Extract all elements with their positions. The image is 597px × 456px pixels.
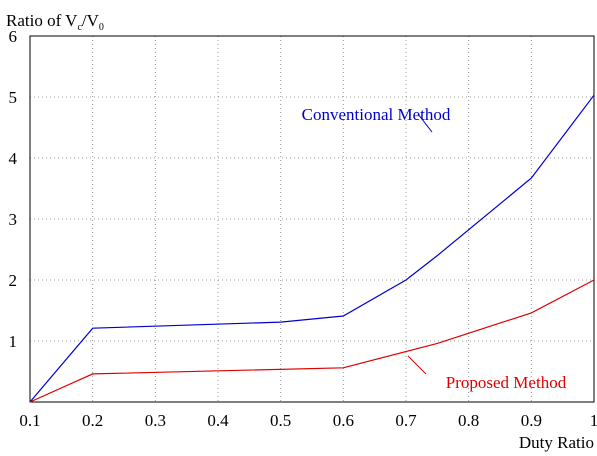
conventional-method-line bbox=[29, 94, 595, 403]
series-lines bbox=[29, 94, 595, 403]
y-tick-label: 3 bbox=[9, 210, 18, 229]
conventional-leader-line bbox=[417, 113, 433, 133]
y-tick-label: 1 bbox=[9, 332, 18, 351]
x-tick-label: 0.5 bbox=[270, 411, 291, 430]
y-tick-label: 6 bbox=[9, 27, 18, 46]
x-tick-label: 0.4 bbox=[207, 411, 229, 430]
x-tick-label: 0.3 bbox=[145, 411, 166, 430]
grid-lines bbox=[30, 36, 594, 402]
conventional-method-label: Conventional Method bbox=[302, 105, 451, 124]
x-tick-label: 0.8 bbox=[458, 411, 479, 430]
x-tick-label: 1 bbox=[590, 411, 597, 430]
y-tick-label: 5 bbox=[9, 88, 18, 107]
x-tick-label: 0.6 bbox=[333, 411, 354, 430]
x-tick-label: 0.7 bbox=[395, 411, 417, 430]
x-tick-label: 0.9 bbox=[521, 411, 542, 430]
x-axis-label: Duty Ratio bbox=[519, 433, 594, 452]
plot-frame bbox=[29, 35, 595, 403]
x-tick-label: 0.1 bbox=[19, 411, 40, 430]
x-tick-label: 0.2 bbox=[82, 411, 103, 430]
y-axis-label: Ratio of Vc/V0 bbox=[6, 11, 104, 33]
proposed-leader-line bbox=[407, 355, 427, 375]
proposed-method-line bbox=[29, 279, 595, 403]
proposed-method-label: Proposed Method bbox=[446, 373, 567, 392]
tick-labels: 0.1 0.2 0.3 0.4 0.5 0.6 0.7 0.8 0.9 1 1 2 3 4 5 6 bbox=[9, 27, 597, 430]
y-tick-label: 2 bbox=[9, 271, 18, 290]
y-tick-label: 4 bbox=[9, 149, 18, 168]
